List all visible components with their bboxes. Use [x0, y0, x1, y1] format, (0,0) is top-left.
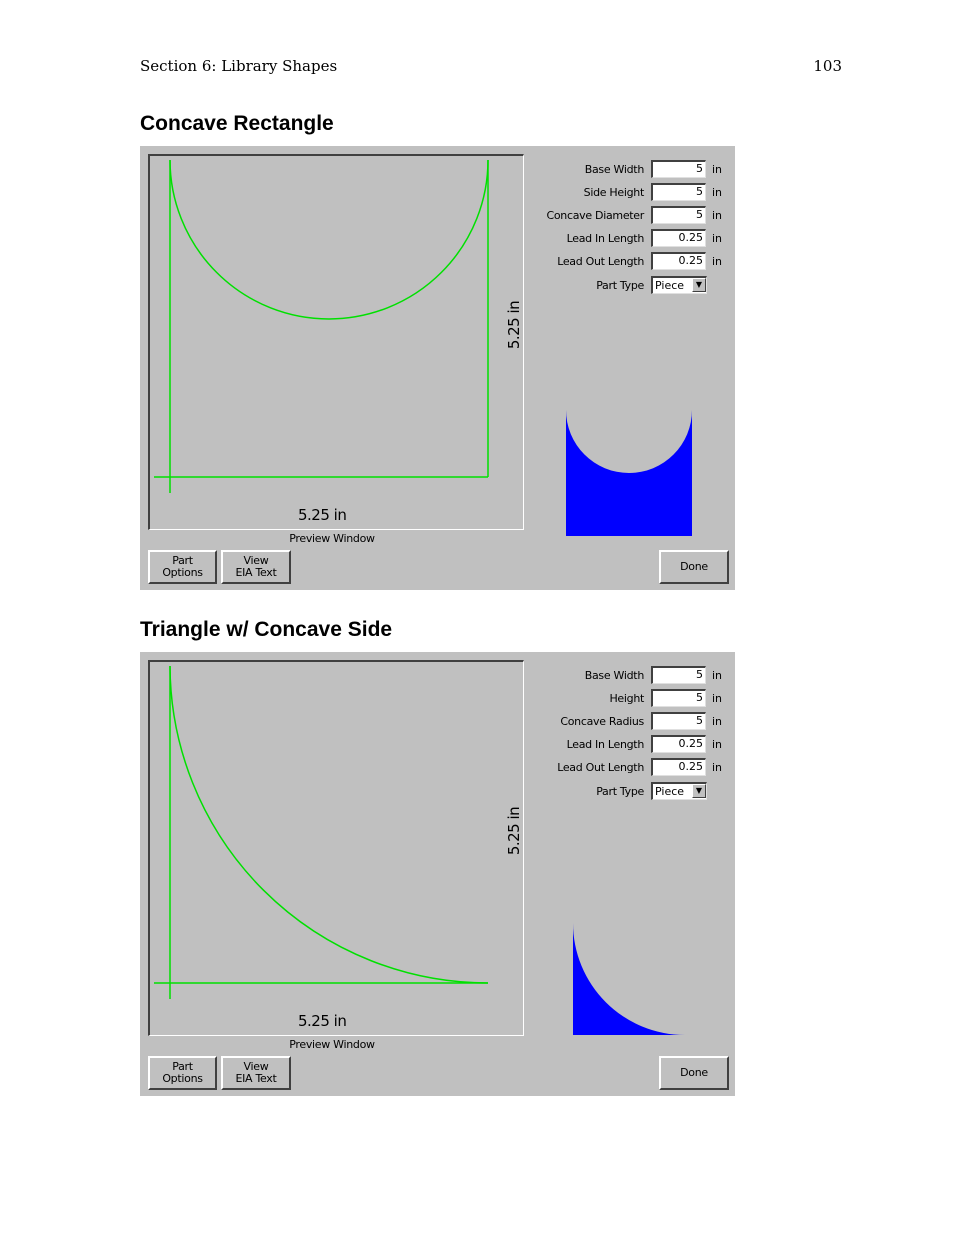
preview-window: 5.25 in 5.25 in — [148, 154, 524, 530]
param-unit: in — [712, 163, 723, 176]
param-label: Concave Radius — [560, 715, 644, 728]
param-lead-out-length: Lead Out Length 0.25 in — [532, 252, 732, 272]
thumbnail-shape — [573, 923, 685, 1035]
part-options-button[interactable]: Part Options — [148, 550, 217, 584]
done-button[interactable]: Done — [659, 1056, 729, 1090]
preview-drawing — [154, 665, 489, 999]
shape-thumbnail — [573, 923, 685, 1035]
param-label: Base Width — [584, 163, 645, 176]
param-unit: in — [712, 209, 723, 222]
section-heading-concave-rectangle: Concave Rectangle — [140, 112, 334, 135]
part-type-value: Piece — [655, 279, 685, 292]
button-label-line1: Part — [172, 1060, 193, 1073]
concave-arc — [169, 665, 489, 984]
param-unit: in — [712, 232, 723, 245]
concave-rectangle-dialog: 5.25 in 5.25 in Preview Window Base Widt… — [140, 146, 735, 590]
part-options-button[interactable]: Part Options — [148, 1056, 217, 1090]
param-unit: in — [712, 186, 723, 199]
side-height-input[interactable]: 5 — [651, 183, 706, 201]
button-label-line1: Part — [172, 554, 193, 567]
param-unit: in — [712, 692, 723, 705]
param-label: Lead In Length — [566, 738, 645, 751]
param-side-height: Side Height 5 in — [532, 183, 732, 203]
param-lead-out-length: Lead Out Length 0.25 in — [532, 758, 732, 778]
concave-radius-input[interactable]: 5 — [651, 712, 706, 730]
param-lead-in-length: Lead In Length 0.25 in — [532, 229, 732, 249]
param-height: Height 5 in — [532, 689, 732, 709]
button-label-line1: View — [243, 554, 269, 567]
param-label: Lead Out Length — [557, 255, 644, 268]
param-concave-radius: Concave Radius 5 in — [532, 712, 732, 732]
button-label-line2: Options — [162, 1072, 203, 1085]
width-dimension-label: 5.25 in — [298, 1012, 347, 1030]
height-dimension-label: 5.25 in — [505, 806, 524, 856]
param-label: Part Type — [596, 785, 644, 798]
concave-diameter-input[interactable]: 5 — [651, 206, 706, 224]
preview-window-caption: Preview Window — [289, 1038, 375, 1051]
part-type-select[interactable]: Piece ▼ — [651, 782, 707, 800]
param-unit: in — [712, 738, 723, 751]
param-lead-in-length: Lead In Length 0.25 in — [532, 735, 732, 755]
height-input[interactable]: 5 — [651, 689, 706, 707]
triangle-concave-side-dialog: 5.25 in 5.25 in Preview Window Base Widt… — [140, 652, 735, 1096]
page-header: Section 6: Library Shapes 103 — [140, 57, 842, 77]
param-part-type: Part Type Piece ▼ — [532, 782, 732, 802]
lead-in-length-input[interactable]: 0.25 — [651, 229, 706, 247]
preview-window-caption: Preview Window — [289, 532, 375, 545]
param-base-width: Base Width 5 in — [532, 160, 732, 180]
view-eia-text-button[interactable]: View EIA Text — [221, 550, 291, 584]
part-type-value: Piece — [655, 785, 685, 798]
base-width-input[interactable]: 5 — [651, 666, 706, 684]
param-part-type: Part Type Piece ▼ — [532, 276, 732, 296]
dropdown-arrow-icon[interactable]: ▼ — [692, 784, 706, 798]
param-concave-diameter: Concave Diameter 5 in — [532, 206, 732, 226]
preview-drawing — [154, 159, 489, 493]
lead-in-length-input[interactable]: 0.25 — [651, 735, 706, 753]
done-button[interactable]: Done — [659, 550, 729, 584]
param-unit: in — [712, 255, 723, 268]
param-label: Lead Out Length — [557, 761, 644, 774]
concave-arc — [169, 159, 489, 320]
param-unit: in — [712, 761, 723, 774]
height-dimension-label: 5.25 in — [505, 300, 524, 350]
dropdown-arrow-icon[interactable]: ▼ — [692, 278, 706, 292]
lead-out-length-input[interactable]: 0.25 — [651, 758, 706, 776]
section-title: Section 6: Library Shapes — [140, 57, 338, 75]
preview-window: 5.25 in 5.25 in — [148, 660, 524, 1036]
param-label: Base Width — [584, 669, 645, 682]
base-width-input[interactable]: 5 — [651, 160, 706, 178]
param-unit: in — [712, 715, 723, 728]
button-label-line2: EIA Text — [235, 566, 277, 579]
page-number: 103 — [813, 57, 842, 75]
lead-out-length-input[interactable]: 0.25 — [651, 252, 706, 270]
button-label-line1: View — [243, 1060, 269, 1073]
param-label: Concave Diameter — [546, 209, 645, 222]
param-label: Lead In Length — [566, 232, 645, 245]
button-label-line2: EIA Text — [235, 1072, 277, 1085]
section-heading-triangle-concave-side: Triangle w/ Concave Side — [140, 618, 393, 641]
param-label: Side Height — [583, 186, 645, 199]
param-label: Height — [609, 692, 644, 705]
width-dimension-label: 5.25 in — [298, 506, 347, 524]
button-label-line2: Options — [162, 566, 203, 579]
param-label: Part Type — [596, 279, 644, 292]
shape-thumbnail — [566, 410, 692, 536]
view-eia-text-button[interactable]: View EIA Text — [221, 1056, 291, 1090]
param-unit: in — [712, 669, 723, 682]
part-type-select[interactable]: Piece ▼ — [651, 276, 707, 294]
thumbnail-shape — [566, 410, 692, 536]
param-base-width: Base Width 5 in — [532, 666, 732, 686]
